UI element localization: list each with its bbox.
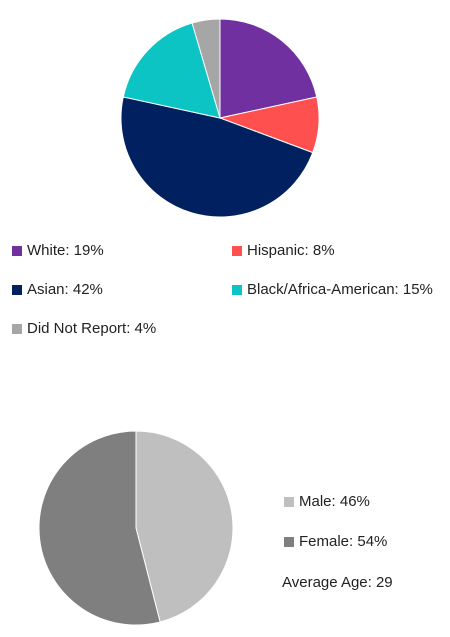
pie-slice-female xyxy=(38,430,161,626)
legend-swatch-black xyxy=(232,285,242,295)
pie-slice-did-not-report xyxy=(191,18,221,119)
pie-slice-black-africa-american xyxy=(122,22,221,119)
legend-label-male: Male: 46% xyxy=(299,493,370,510)
legend-swatch-asian xyxy=(12,285,22,295)
legend-item-hispanic: Hispanic: 8% xyxy=(232,242,335,260)
legend-swatch-male xyxy=(284,497,294,507)
ethnicity-pie-chart xyxy=(120,18,320,218)
gender-pie-chart xyxy=(38,430,234,626)
pie-slice-male xyxy=(135,430,234,623)
legend-label-white: White: 19% xyxy=(27,242,104,259)
legend-swatch-hispanic xyxy=(232,246,242,256)
legend-swatch-white xyxy=(12,246,22,256)
legend-label-did-not-report: Did Not Report: 4% xyxy=(27,320,157,337)
average-age-label: Average Age: 29 xyxy=(282,574,393,591)
pie-slice-white xyxy=(219,18,318,119)
legend-label-female: Female: 54% xyxy=(299,533,388,550)
legend-swatch-female xyxy=(284,537,294,547)
legend-label-hispanic: Hispanic: 8% xyxy=(247,242,335,259)
legend-label-asian: Asian: 42% xyxy=(27,281,103,298)
legend-item-male: Male: 46% xyxy=(284,493,370,511)
legend-swatch-did-not-report xyxy=(12,324,22,334)
pie-slice-asian xyxy=(120,96,314,218)
legend-item-white: White: 19% xyxy=(12,242,104,260)
legend-item-did-not-report: Did Not Report: 4% xyxy=(12,320,156,338)
legend-label-black: Black/Africa-American: 15% xyxy=(247,281,433,298)
legend-item-female: Female: 54% xyxy=(284,533,387,551)
legend-item-asian: Asian: 42% xyxy=(12,281,103,299)
legend-item-black: Black/Africa-American: 15% xyxy=(232,281,433,299)
